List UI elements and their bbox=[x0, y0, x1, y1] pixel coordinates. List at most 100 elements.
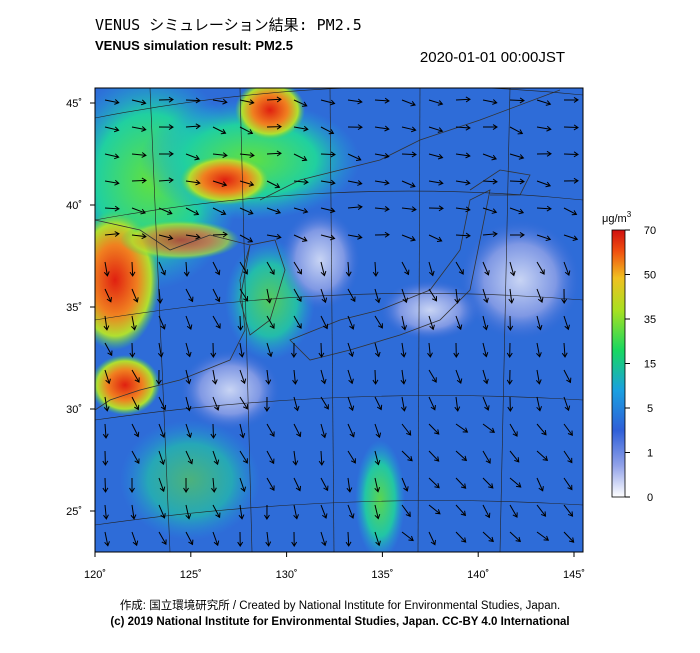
wind-arrow bbox=[347, 233, 363, 240]
wind-arrow bbox=[482, 423, 496, 433]
wind-arrow bbox=[536, 288, 544, 303]
wind-arrow bbox=[374, 531, 381, 547]
wind-arrow bbox=[563, 261, 571, 276]
wind-arrow bbox=[374, 450, 381, 466]
wind-arrow bbox=[239, 423, 246, 439]
wind-arrow bbox=[401, 477, 409, 492]
wind-arrow bbox=[374, 231, 390, 238]
wind-arrow bbox=[266, 477, 275, 491]
wind-arrow bbox=[266, 261, 275, 275]
wind-arrow bbox=[509, 153, 525, 160]
wind-arrow bbox=[374, 477, 381, 493]
wind-arrow bbox=[183, 477, 189, 493]
wind-arrow bbox=[212, 180, 228, 187]
wind-arrow bbox=[104, 153, 120, 160]
wind-arrow bbox=[372, 369, 379, 385]
wind-arrow bbox=[158, 150, 174, 157]
colorbar-label: 5 bbox=[647, 403, 653, 415]
colorbar-label: 15 bbox=[644, 359, 656, 371]
wind-arrow bbox=[320, 369, 327, 385]
wind-arrow bbox=[158, 477, 166, 493]
wind-arrow bbox=[428, 477, 440, 489]
wind-arrow bbox=[509, 232, 525, 238]
wind-arrow bbox=[320, 423, 327, 439]
wind-arrow bbox=[131, 233, 147, 240]
wind-arrow bbox=[507, 315, 514, 331]
wind-arrow bbox=[509, 423, 518, 437]
wind-arrow bbox=[212, 231, 228, 238]
wind-arrow bbox=[482, 99, 498, 105]
wind-arrow bbox=[535, 369, 542, 385]
wind-arrow bbox=[401, 504, 411, 518]
wind-arrow bbox=[374, 288, 381, 304]
wind-arrow bbox=[428, 288, 438, 302]
wind-arrow bbox=[401, 234, 416, 242]
wind-arrow bbox=[239, 180, 255, 187]
wind-arrow bbox=[455, 315, 463, 331]
wind-arrow bbox=[237, 531, 244, 547]
wind-arrow bbox=[428, 315, 435, 331]
wind-arrow bbox=[239, 99, 255, 105]
wind-arrow bbox=[158, 531, 167, 545]
wind-arrow bbox=[508, 288, 515, 304]
wind-arrow bbox=[131, 288, 139, 303]
wind-arrow bbox=[374, 423, 382, 439]
wind-arrow bbox=[536, 150, 552, 157]
wind-arrow bbox=[374, 315, 383, 329]
wind-arrow bbox=[320, 151, 336, 158]
wind-arrow bbox=[158, 124, 174, 130]
wind-arrow bbox=[372, 261, 379, 277]
wind-arrow bbox=[482, 504, 491, 519]
wind-arrow bbox=[536, 261, 545, 275]
wind-arrow bbox=[320, 261, 327, 277]
wind-arrow bbox=[563, 396, 571, 412]
wind-arrow bbox=[401, 288, 409, 304]
wind-arrow bbox=[158, 234, 174, 241]
wind-arrow bbox=[155, 369, 162, 385]
wind-arrow bbox=[104, 342, 113, 357]
wind-arrow bbox=[428, 126, 444, 133]
wind-arrow bbox=[509, 126, 524, 135]
wind-arrow bbox=[239, 261, 248, 275]
wind-arrow bbox=[347, 124, 363, 131]
wind-arrow bbox=[401, 450, 413, 462]
wind-arrow bbox=[453, 342, 460, 358]
copyright: (c) 2019 National Institute for Environm… bbox=[110, 616, 569, 628]
wind-arrow bbox=[293, 504, 299, 520]
wind-arrow bbox=[428, 369, 437, 383]
wind-arrow bbox=[536, 315, 543, 331]
wind-arrow bbox=[401, 315, 408, 331]
wind-arrow bbox=[293, 207, 309, 214]
wind-arrow bbox=[401, 180, 416, 188]
wind-arrow bbox=[536, 342, 542, 358]
wind-arrow bbox=[454, 396, 461, 412]
wind-arrow bbox=[238, 342, 245, 358]
wind-arrow bbox=[563, 504, 574, 517]
wind-arrow bbox=[157, 342, 164, 358]
wind-arrow bbox=[212, 315, 221, 329]
wind-arrow bbox=[320, 126, 335, 135]
wind-arrow bbox=[211, 369, 218, 385]
wind-arrow bbox=[293, 423, 302, 438]
wind-arrow bbox=[536, 396, 543, 412]
wind-arrow bbox=[185, 207, 200, 216]
wind-arrow bbox=[212, 450, 220, 466]
wind-arrow bbox=[320, 396, 329, 410]
lat-label: 25˚ bbox=[66, 506, 82, 518]
wind-arrow bbox=[131, 396, 140, 411]
wind-arrow bbox=[536, 423, 547, 436]
wind-arrow bbox=[401, 151, 417, 158]
wind-arrow bbox=[428, 396, 436, 411]
wind-arrow bbox=[320, 179, 336, 186]
wind-arrow bbox=[347, 288, 356, 303]
wind-arrow bbox=[509, 97, 525, 104]
wind-arrow bbox=[293, 288, 302, 302]
wind-arrow bbox=[455, 152, 471, 159]
lat-axis: 45˚ 40˚ 35˚ 30˚ 25˚ bbox=[66, 98, 95, 518]
wind-arrow bbox=[104, 126, 120, 133]
wind-arrow bbox=[482, 124, 498, 130]
wind-arrow bbox=[183, 261, 190, 277]
wind-arrow bbox=[347, 504, 355, 519]
wind-arrow bbox=[103, 504, 109, 520]
